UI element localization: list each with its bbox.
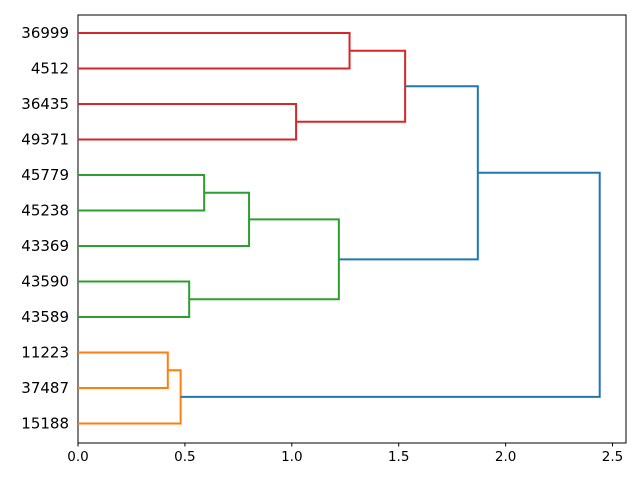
leaf-label: 36435 <box>21 95 69 113</box>
dendrogram-link <box>189 218 340 301</box>
x-tick-label: 1.5 <box>388 449 409 465</box>
leaf-label: 43590 <box>21 273 69 291</box>
leaf-label: 45238 <box>21 202 69 220</box>
x-tick-label: 2.5 <box>602 449 623 465</box>
x-tick-label: 0.5 <box>174 449 195 465</box>
leaf-label: 45779 <box>21 166 69 184</box>
dendrogram-link <box>78 369 182 425</box>
dendrogram-link <box>78 174 206 212</box>
dendrogram-link <box>78 351 169 389</box>
dendrogram-link <box>296 49 407 123</box>
leaf-label: 37487 <box>21 379 69 397</box>
dendrogram-link <box>78 32 351 70</box>
dendrogram-link <box>180 171 601 398</box>
leaf-label: 36999 <box>21 24 69 42</box>
leaf-label: 4512 <box>31 60 69 78</box>
leaf-label: 11223 <box>21 344 69 362</box>
x-tick-label: 2.0 <box>495 449 516 465</box>
dendrogram-link <box>78 280 191 318</box>
leaf-label: 43369 <box>21 237 69 255</box>
leaf-label: 15188 <box>21 415 69 433</box>
x-tick-label: 1.0 <box>281 449 302 465</box>
dendrogram-link <box>338 85 479 261</box>
x-tick-label: 0.0 <box>67 449 88 465</box>
leaf-label: 49371 <box>21 131 69 149</box>
dendrogram-link <box>78 103 298 141</box>
plot-border <box>77 14 627 444</box>
leaf-label: 43589 <box>21 308 69 326</box>
dendrogram-link <box>78 191 251 247</box>
